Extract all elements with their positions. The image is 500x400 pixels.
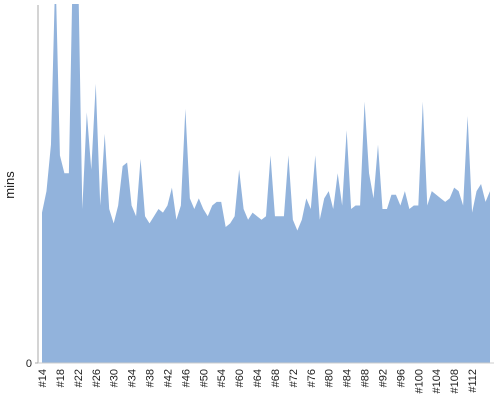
x-tick-label: #60 [234,369,246,387]
x-tick-label: #46 [180,369,192,387]
x-tick-label: #84 [342,369,354,387]
x-tick-label: #68 [270,369,282,387]
x-tick-label: #112 [467,369,479,393]
x-tick-label: #76 [306,369,318,387]
x-tick-label: #18 [55,369,67,387]
x-tick-label: #100 [413,369,425,393]
y-axis-title: mins [2,171,17,199]
x-tick-label: #26 [91,369,103,387]
x-tick-label: #92 [377,369,389,387]
x-tick-label: #38 [145,369,157,387]
x-tick-label: #22 [73,369,85,387]
x-tick-label: #80 [324,369,336,387]
x-tick-label: #54 [216,369,228,387]
x-tick-label: #42 [162,369,174,387]
x-tick-label: #14 [37,369,49,387]
y-tick-label: 0 [26,358,32,370]
area [42,4,490,363]
x-tick-label: #30 [109,369,121,387]
x-tick-label: #34 [127,369,139,387]
x-tick-label: #88 [360,369,372,387]
x-tick-label: #72 [288,369,300,387]
x-tick-label: #64 [252,369,264,387]
x-tick-label: #50 [198,369,210,387]
x-tick-label: #104 [431,369,443,393]
x-tick-label: #108 [449,369,461,393]
x-tick-label: #96 [395,369,407,387]
